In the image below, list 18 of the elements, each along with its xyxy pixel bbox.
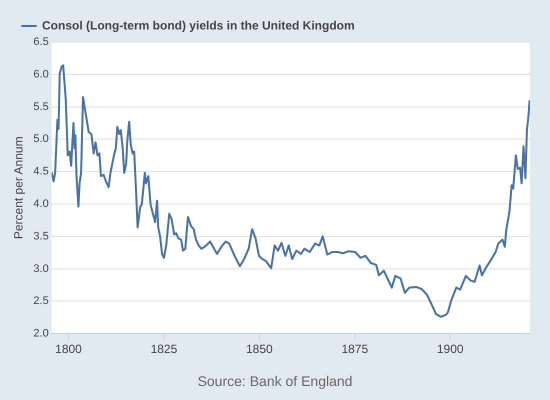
x-tick-label: 1900	[436, 342, 464, 356]
x-tick-label: 1850	[246, 342, 274, 356]
y-tick-label: 3.5	[33, 230, 49, 242]
y-tick-label: 5.5	[33, 100, 49, 113]
y-tick-label: 3.0	[33, 262, 49, 275]
x-tick-label: 1875	[341, 342, 368, 356]
y-tick-label: 6.5	[33, 36, 49, 48]
source-note: Source: Bank of England	[198, 372, 352, 389]
legend-label: Consol (Long-term bond) yields in the United Kingdom	[42, 18, 355, 32]
y-tick-label: 4.5	[33, 166, 49, 178]
y-tick-label: 6.0	[33, 68, 49, 80]
y-tick-label: 2.5	[33, 295, 49, 308]
x-tick-label: 1825	[150, 342, 178, 356]
y-tick-label: 2.0	[33, 328, 49, 340]
x-tick-label: 1800	[55, 342, 82, 356]
y-axis-title: Percent per Annum	[12, 136, 26, 240]
y-tick-label: 4.0	[33, 198, 49, 210]
y-tick-label: 5.0	[33, 133, 49, 146]
